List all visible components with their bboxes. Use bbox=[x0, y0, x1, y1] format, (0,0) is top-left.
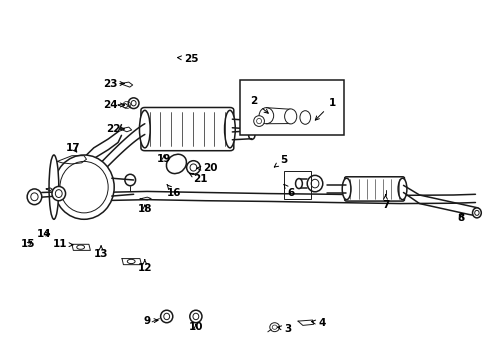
Text: 13: 13 bbox=[94, 246, 108, 259]
Ellipse shape bbox=[306, 175, 322, 192]
Text: 19: 19 bbox=[157, 154, 171, 163]
Text: 14: 14 bbox=[36, 229, 51, 239]
Ellipse shape bbox=[54, 155, 114, 219]
Text: 20: 20 bbox=[197, 163, 217, 173]
Bar bbox=[239, 80, 344, 135]
Text: 7: 7 bbox=[381, 194, 388, 210]
Ellipse shape bbox=[27, 189, 41, 204]
Ellipse shape bbox=[284, 109, 296, 124]
Text: 5: 5 bbox=[274, 156, 286, 167]
Text: 4: 4 bbox=[311, 318, 325, 328]
Text: 16: 16 bbox=[166, 185, 181, 198]
Text: 25: 25 bbox=[177, 54, 198, 64]
FancyBboxPatch shape bbox=[141, 108, 233, 151]
Ellipse shape bbox=[299, 111, 310, 124]
Ellipse shape bbox=[397, 178, 406, 200]
Ellipse shape bbox=[295, 179, 302, 189]
Text: 23: 23 bbox=[103, 78, 124, 89]
Ellipse shape bbox=[189, 310, 202, 323]
Ellipse shape bbox=[49, 155, 59, 219]
Text: 12: 12 bbox=[137, 260, 152, 273]
Ellipse shape bbox=[139, 111, 150, 148]
Bar bbox=[284, 171, 310, 199]
Text: 15: 15 bbox=[21, 239, 35, 249]
Text: 2: 2 bbox=[250, 96, 268, 113]
Text: 17: 17 bbox=[66, 143, 81, 153]
Text: 22: 22 bbox=[106, 124, 124, 134]
Text: 8: 8 bbox=[456, 212, 464, 222]
Text: 24: 24 bbox=[103, 100, 124, 110]
Text: 10: 10 bbox=[188, 322, 203, 332]
Text: 3: 3 bbox=[277, 324, 291, 334]
Ellipse shape bbox=[471, 208, 480, 218]
Ellipse shape bbox=[253, 116, 264, 126]
Ellipse shape bbox=[342, 178, 350, 200]
Ellipse shape bbox=[259, 108, 273, 124]
Text: 21: 21 bbox=[189, 174, 207, 184]
Text: 11: 11 bbox=[52, 239, 73, 249]
Ellipse shape bbox=[160, 310, 172, 323]
Ellipse shape bbox=[224, 111, 235, 148]
Text: 9: 9 bbox=[143, 316, 158, 326]
FancyBboxPatch shape bbox=[344, 177, 404, 201]
Ellipse shape bbox=[52, 186, 65, 201]
Text: 1: 1 bbox=[315, 98, 335, 120]
Text: 18: 18 bbox=[137, 203, 152, 213]
Text: 6: 6 bbox=[284, 184, 294, 198]
